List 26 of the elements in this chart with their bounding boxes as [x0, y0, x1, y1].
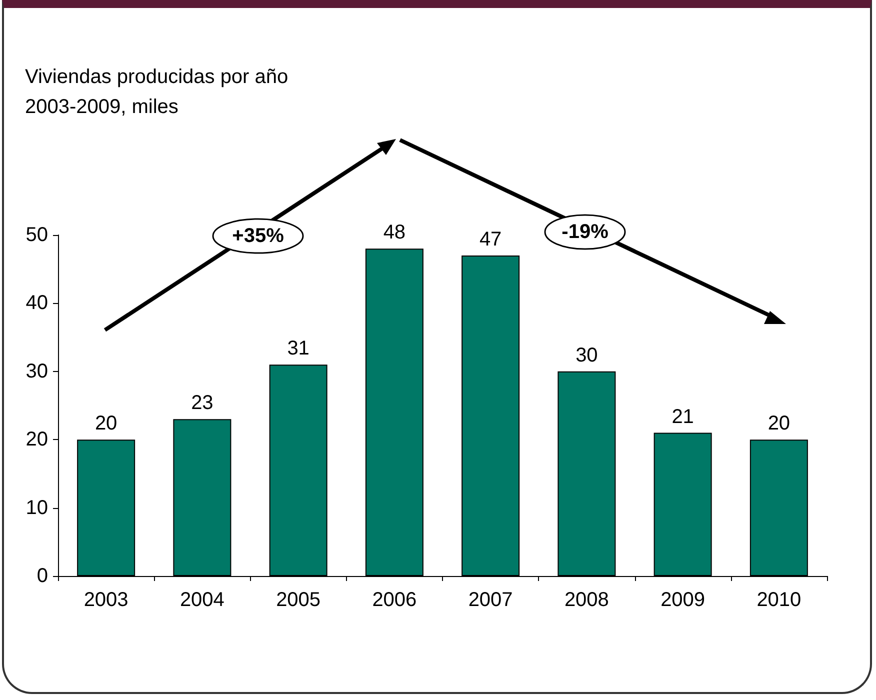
- x-tick-label: 2005: [276, 589, 321, 611]
- chart-subtitle: 2003-2009, miles: [25, 96, 178, 118]
- x-tick-label: 2010: [756, 589, 802, 611]
- data-label: 21: [672, 406, 694, 428]
- x-tick-label: 2004: [180, 589, 224, 611]
- chart-title: Viviendas producidas por año: [25, 66, 288, 88]
- y-tick-label: 30: [26, 360, 48, 382]
- x-tick-label: 2009: [660, 589, 706, 611]
- x-tick-label: 2007: [468, 589, 513, 611]
- y-tick-label: 10: [26, 496, 48, 519]
- data-label: 20: [94, 412, 118, 435]
- data-label: 31: [287, 338, 310, 360]
- y-tick-label: 20: [26, 428, 48, 451]
- x-tick-label: 2003: [84, 589, 128, 611]
- y-tick-label: 0: [36, 565, 48, 587]
- data-label: 20: [768, 412, 790, 435]
- data-label: 23: [191, 392, 214, 414]
- y-tick-label: 50: [26, 224, 48, 246]
- x-tick-label: 2008: [564, 589, 609, 611]
- data-label: 47: [479, 228, 502, 250]
- annotation: +35%: [232, 225, 284, 247]
- y-tick-label: 40: [26, 292, 48, 314]
- x-tick-label: 2006: [372, 589, 417, 611]
- annotation: -19%: [562, 221, 609, 243]
- data-label: 48: [383, 222, 406, 244]
- data-label: 30: [576, 344, 598, 366]
